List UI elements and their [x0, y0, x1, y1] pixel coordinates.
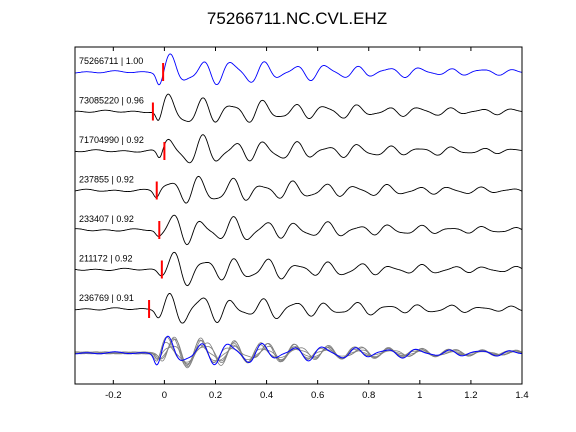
waveform-trace	[74, 214, 523, 246]
trace-label: 237855 | 0.92	[79, 175, 134, 185]
trace-label: 236769 | 0.91	[79, 293, 134, 303]
x-axis: -0.2 0 0.2 0.4 0.6 0.8 1 1.2 1.4	[105, 47, 529, 401]
stack-group	[74, 335, 523, 369]
x-tick-label: -0.2	[105, 390, 121, 401]
waveform-trace	[75, 53, 523, 86]
waveform-trace	[74, 134, 523, 164]
traces-group: 75266711 | 1.00 73085220 | 0.96 71704990 |…	[74, 53, 523, 324]
trace-label: 233407 | 0.92	[79, 214, 134, 224]
trace-label: 75266711 | 1.00	[79, 56, 143, 66]
plot-frame	[74, 46, 523, 385]
trace-label: 211172 | 0.92	[79, 254, 133, 264]
x-tick-label: 0.4	[260, 390, 273, 401]
x-tick-label: 0	[162, 390, 167, 401]
trace-label: 73085220 | 0.96	[79, 96, 144, 106]
x-tick-label: 0.8	[362, 390, 375, 401]
x-tick-label: 1.4	[515, 390, 528, 401]
waveform-trace	[74, 175, 523, 204]
x-tick-label: 0.6	[311, 390, 324, 401]
trace-label: 71704990 | 0.92	[79, 135, 144, 145]
x-tick-label: 1	[417, 390, 422, 401]
x-tick-label: 0.2	[209, 390, 222, 401]
x-tick-label: 1.2	[464, 390, 477, 401]
waveform-trace	[74, 251, 523, 287]
chart-title: 75266711.NC.CVL.EHZ	[207, 9, 387, 28]
waveform-trace	[75, 93, 523, 123]
stack-trace	[74, 335, 523, 366]
